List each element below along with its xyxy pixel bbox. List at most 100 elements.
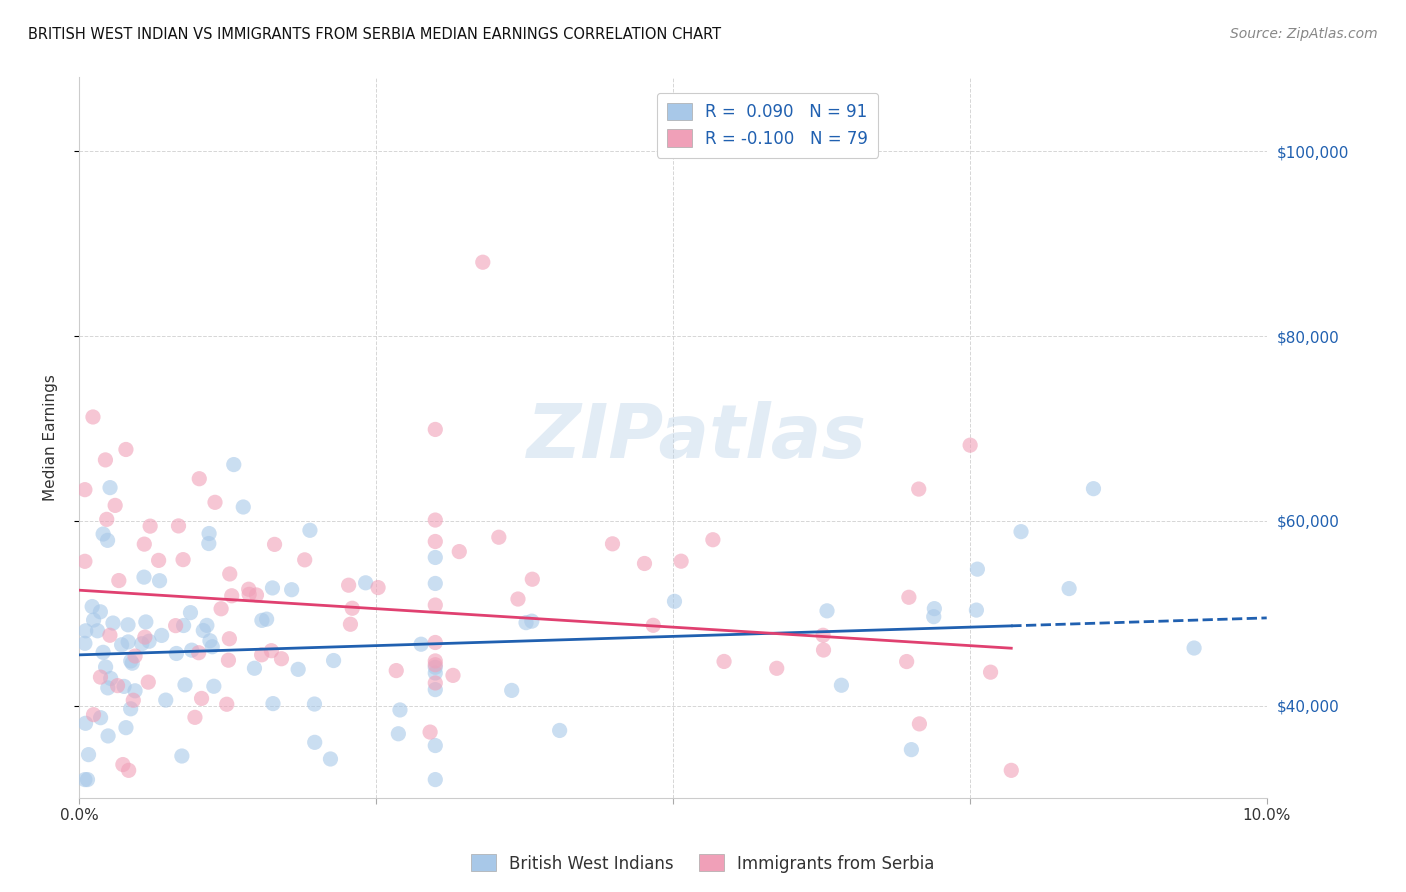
Point — [304, 697, 326, 711]
Point — [124, 648, 146, 663]
Point — [602, 537, 624, 551]
Legend: British West Indians, Immigrants from Serbia: British West Indians, Immigrants from Se… — [464, 847, 942, 880]
Point — [204, 495, 226, 509]
Point — [96, 512, 118, 526]
Text: BRITISH WEST INDIAN VS IMMIGRANTS FROM SERBIA MEDIAN EARNINGS CORRELATION CHART: BRITISH WEST INDIAN VS IMMIGRANTS FROM S… — [28, 27, 721, 42]
Point — [83, 707, 105, 722]
Point — [173, 618, 195, 632]
Point — [501, 683, 523, 698]
Point — [256, 612, 278, 626]
Point — [148, 574, 170, 588]
Point — [120, 654, 142, 668]
Point — [339, 617, 361, 632]
Point — [896, 655, 918, 669]
Point — [167, 519, 190, 533]
Point — [1057, 582, 1080, 596]
Point — [425, 576, 447, 591]
Point — [172, 552, 194, 566]
Point — [165, 647, 187, 661]
Point — [180, 643, 202, 657]
Point — [218, 632, 240, 646]
Point — [138, 634, 160, 648]
Point — [96, 533, 118, 548]
Point — [83, 613, 105, 627]
Point — [1000, 764, 1022, 778]
Point — [287, 662, 309, 676]
Point — [148, 553, 170, 567]
Point — [280, 582, 302, 597]
Point — [922, 609, 945, 624]
Point — [91, 527, 114, 541]
Point — [830, 678, 852, 692]
Point — [195, 618, 218, 632]
Point — [122, 693, 145, 707]
Point — [221, 589, 243, 603]
Point — [104, 499, 127, 513]
Y-axis label: Median Earnings: Median Earnings — [44, 375, 58, 501]
Point — [1010, 524, 1032, 539]
Point — [215, 698, 238, 712]
Point — [425, 657, 447, 672]
Point — [174, 678, 197, 692]
Point — [97, 681, 120, 695]
Point — [188, 472, 211, 486]
Point — [238, 587, 260, 601]
Point — [425, 534, 447, 549]
Point — [201, 640, 224, 654]
Point — [98, 481, 121, 495]
Point — [217, 653, 239, 667]
Point — [202, 679, 225, 693]
Point — [132, 570, 155, 584]
Point — [270, 651, 292, 665]
Point — [548, 723, 571, 738]
Point — [260, 643, 283, 657]
Point — [425, 666, 447, 681]
Point — [294, 553, 316, 567]
Point — [218, 566, 240, 581]
Point — [425, 682, 447, 697]
Point — [139, 519, 162, 533]
Point — [262, 581, 284, 595]
Point — [488, 530, 510, 544]
Point — [425, 422, 447, 436]
Point — [82, 599, 104, 614]
Point — [91, 645, 114, 659]
Point — [643, 618, 665, 632]
Point — [117, 617, 139, 632]
Point — [522, 572, 544, 586]
Point — [1083, 482, 1105, 496]
Point — [155, 693, 177, 707]
Point — [94, 660, 117, 674]
Point — [425, 654, 447, 668]
Point — [337, 578, 360, 592]
Point — [367, 581, 389, 595]
Point — [319, 752, 342, 766]
Point — [815, 604, 838, 618]
Point — [134, 537, 156, 551]
Point — [298, 524, 321, 538]
Point — [243, 661, 266, 675]
Point — [89, 670, 111, 684]
Point — [449, 544, 471, 558]
Point — [250, 648, 273, 662]
Point — [387, 727, 409, 741]
Point — [101, 615, 124, 630]
Point — [77, 747, 100, 762]
Point — [702, 533, 724, 547]
Point — [165, 618, 187, 632]
Point — [506, 592, 529, 607]
Point — [924, 601, 946, 615]
Point — [765, 661, 787, 675]
Point — [120, 702, 142, 716]
Point — [232, 500, 254, 514]
Point — [811, 628, 834, 642]
Point — [1182, 640, 1205, 655]
Point — [664, 594, 686, 608]
Point — [135, 615, 157, 629]
Point — [354, 575, 377, 590]
Point — [425, 513, 447, 527]
Point — [184, 710, 207, 724]
Point — [75, 624, 97, 638]
Point — [980, 665, 1002, 680]
Point — [73, 636, 96, 650]
